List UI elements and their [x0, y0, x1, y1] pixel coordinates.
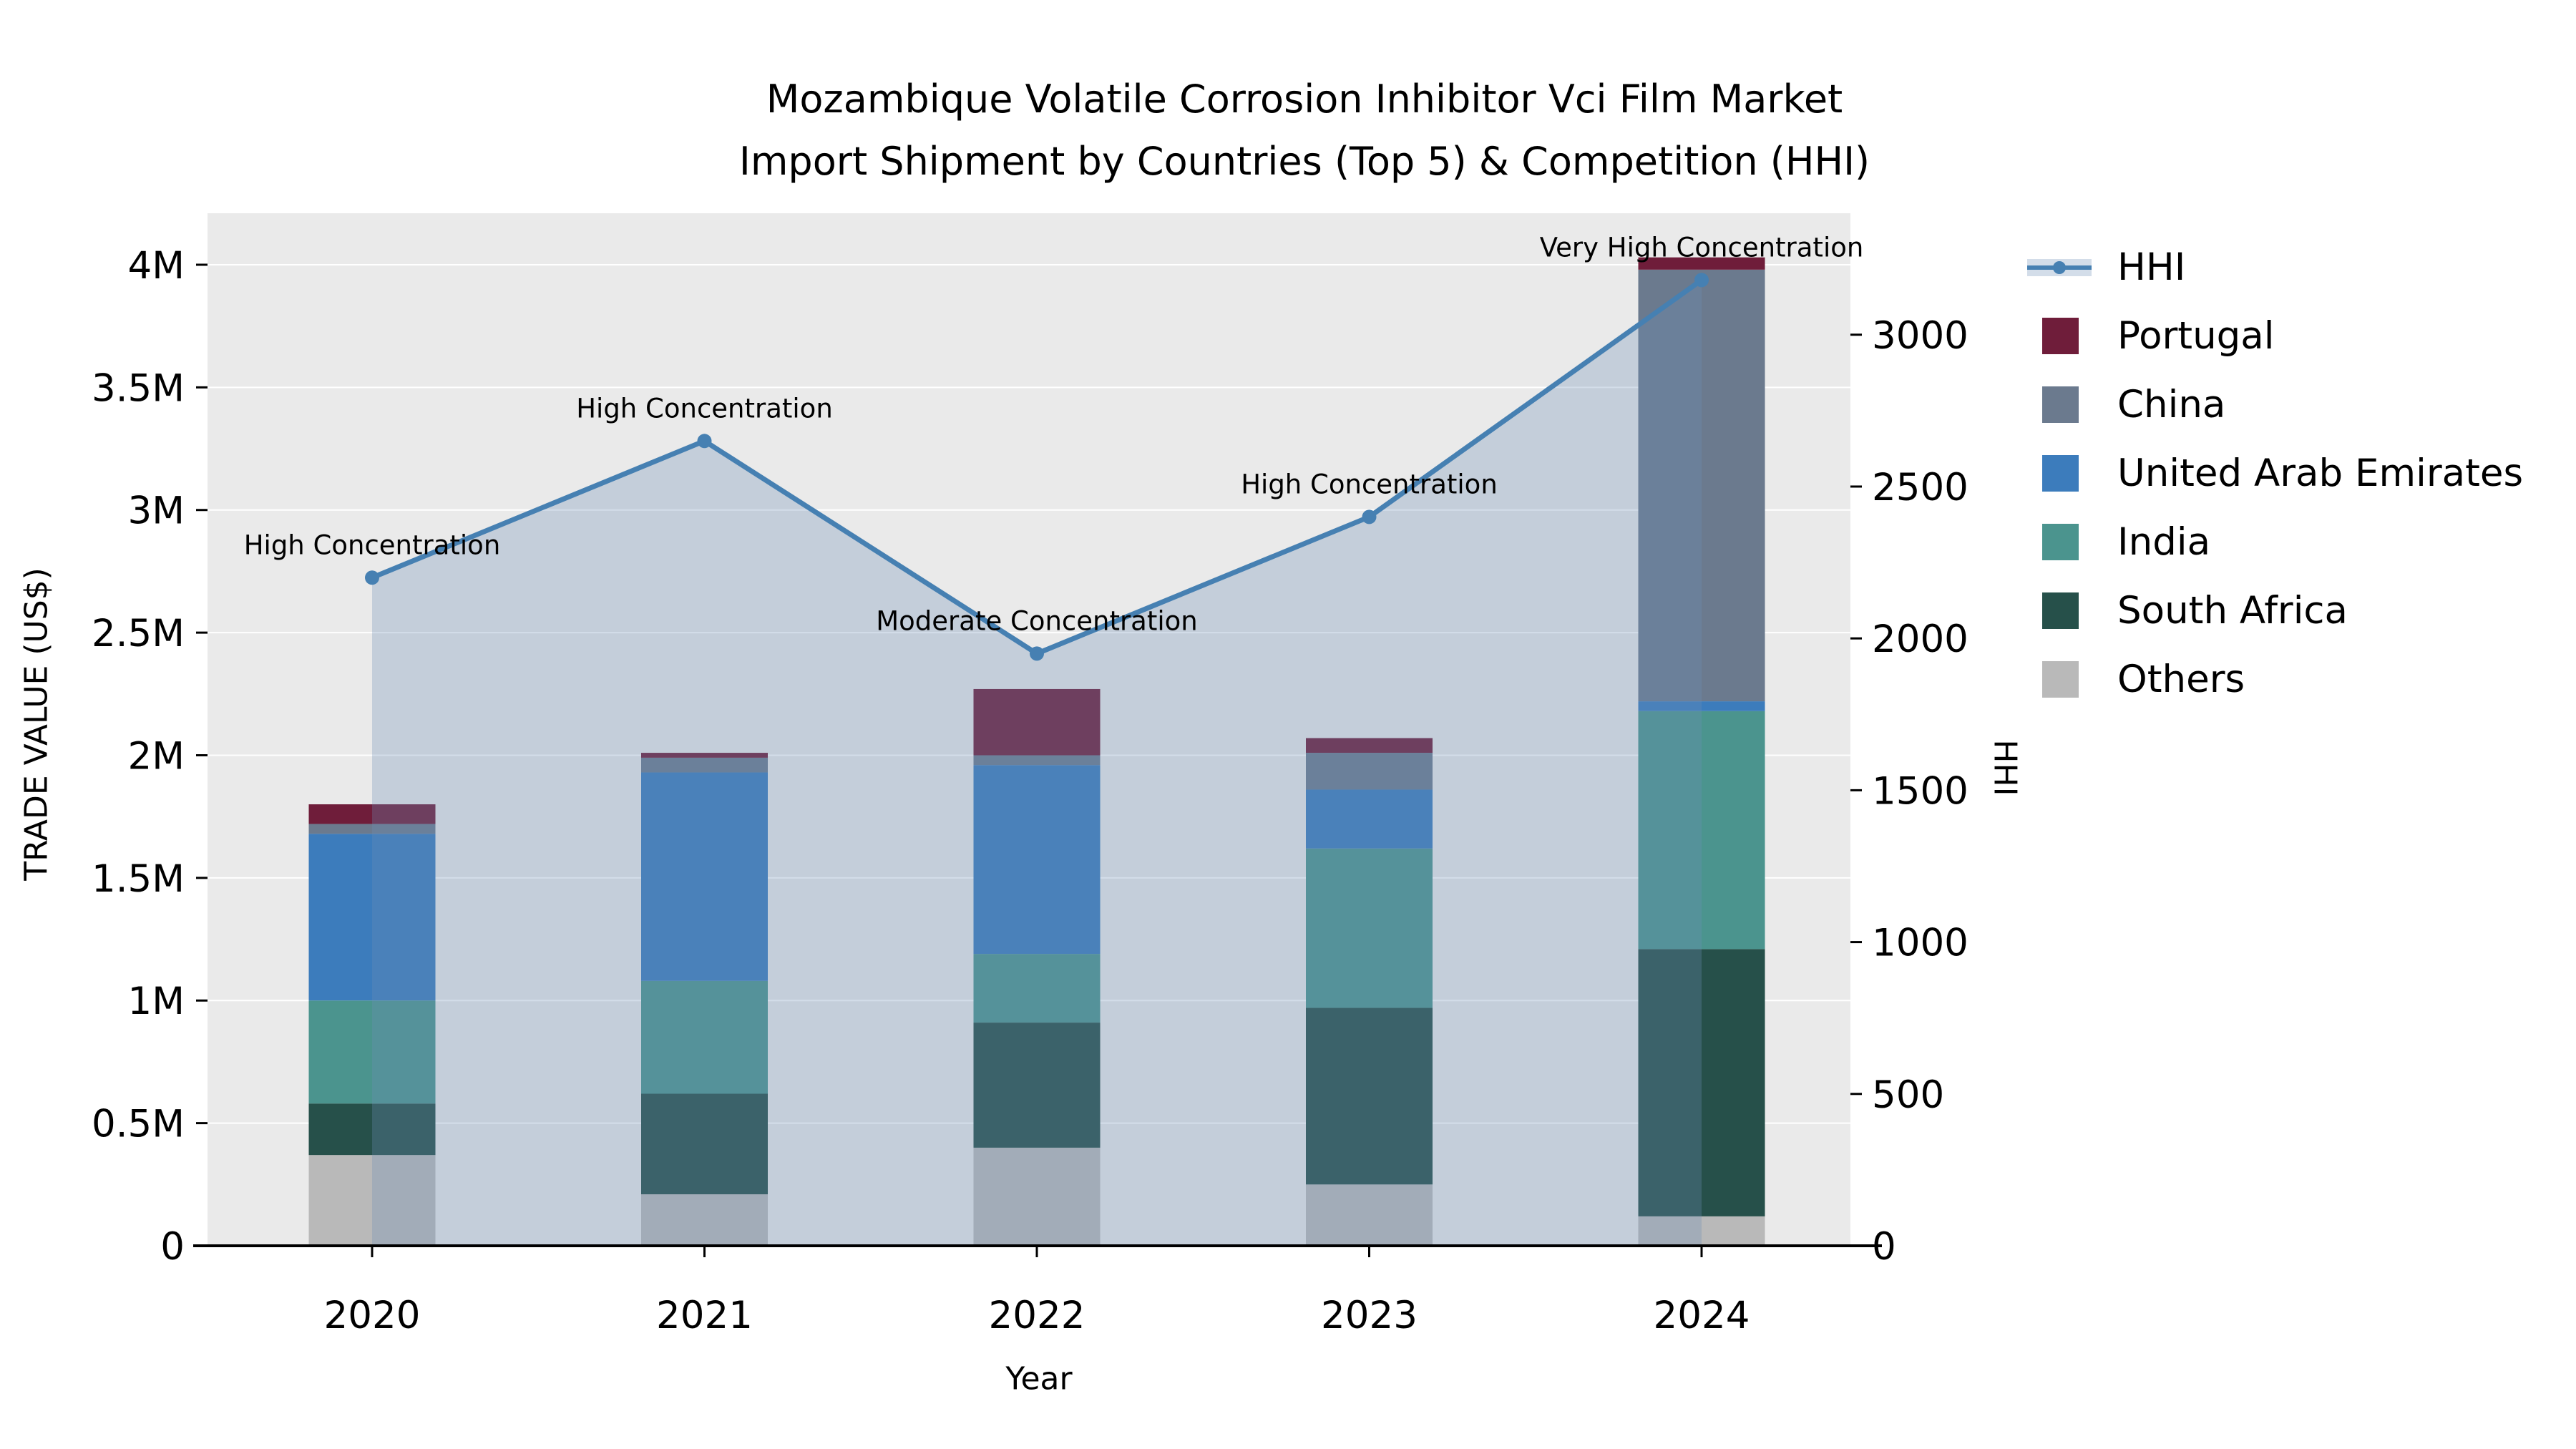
- hhi-marker-2022: [1030, 646, 1044, 661]
- x-tick-label-2023: 2023: [1321, 1294, 1418, 1337]
- bar-segment-china-2021: [641, 757, 768, 773]
- bar-segment-others-2020: [308, 1155, 436, 1246]
- x-tick-label-2021: 2021: [656, 1294, 753, 1337]
- bar-segment-united-arab-emirates-2024: [1638, 701, 1765, 711]
- bar-segment-south-africa-2023: [1306, 1008, 1433, 1185]
- y-left-tick-label: 1M: [128, 980, 185, 1023]
- color-swatch-portugal: [2042, 317, 2079, 354]
- bar-segment-south-africa-2020: [308, 1103, 436, 1156]
- bar-segment-china-2020: [308, 824, 436, 834]
- hhi-marker-2023: [1362, 509, 1377, 525]
- legend-item-portugal: Portugal: [2027, 301, 2523, 370]
- x-tick-label-2020: 2020: [324, 1294, 421, 1337]
- chart-title: Mozambique Volatile Corrosion Inhibitor …: [208, 68, 2401, 193]
- y-right-tick-label: 0: [1872, 1225, 1896, 1269]
- legend-item-india: India: [2027, 507, 2523, 576]
- bar-segment-china-2024: [1638, 269, 1765, 702]
- hhi-marker-2021: [697, 434, 712, 449]
- legend-label: Others: [2117, 657, 2245, 701]
- legend-label: HHI: [2117, 245, 2186, 289]
- bar-segment-others-2021: [641, 1194, 768, 1246]
- bar-segment-china-2022: [973, 755, 1101, 766]
- bar-segment-portugal-2020: [308, 804, 436, 824]
- y-right-tick-label: 2000: [1872, 618, 1968, 661]
- y-right-tick-label: 3000: [1872, 314, 1968, 358]
- y-right-tick-label: 1500: [1872, 769, 1968, 813]
- legend-item-south-africa: South Africa: [2027, 576, 2523, 645]
- legend: HHI Portugal China United Arab Emirates Indi…: [2027, 233, 2523, 713]
- legend-swatch-icon: [2027, 523, 2092, 560]
- bar-segment-south-africa-2024: [1638, 949, 1765, 1216]
- color-swatch-united-arab-emirates: [2042, 454, 2079, 492]
- bar-segment-india-2021: [641, 980, 768, 1094]
- legend-label: Portugal: [2117, 313, 2275, 358]
- bar-segment-portugal-2023: [1306, 738, 1433, 753]
- legend-swatch-icon: [2027, 386, 2092, 423]
- bar-segment-south-africa-2022: [973, 1023, 1101, 1148]
- y-left-tick-label: 4M: [128, 244, 185, 288]
- x-tick-label-2024: 2024: [1654, 1294, 1750, 1337]
- legend-swatch-icon: [2027, 317, 2092, 354]
- bar-segment-india-2022: [973, 954, 1101, 1023]
- legend-swatch-icon: [2027, 592, 2092, 629]
- hhi-marker-2020: [365, 570, 379, 585]
- y-axis-right-label: HHI: [1986, 739, 2024, 796]
- bar-segment-united-arab-emirates-2022: [973, 765, 1101, 955]
- bar-segment-india-2023: [1306, 848, 1433, 1008]
- y-left-tick-label: 3M: [128, 489, 185, 533]
- bar-segment-others-2023: [1306, 1184, 1433, 1246]
- hhi-annotation-2022: Moderate Concentration: [876, 605, 1197, 636]
- legend-label: South Africa: [2117, 588, 2348, 633]
- legend-item-china: China: [2027, 370, 2523, 439]
- hhi-marker-2024: [1694, 273, 1709, 288]
- y-left-tick-label: 3.5M: [92, 366, 185, 410]
- bar-segment-united-arab-emirates-2021: [641, 772, 768, 981]
- hhi-annotation-2023: High Concentration: [1241, 469, 1498, 499]
- y-left-tick-label: 2.5M: [92, 612, 185, 655]
- bar-segment-china-2023: [1306, 753, 1433, 790]
- hhi-annotation-2024: Very High Concentration: [1540, 232, 1864, 263]
- y-right-tick-label: 2500: [1872, 466, 1968, 509]
- bar-segment-others-2024: [1638, 1216, 1765, 1246]
- y-left-tick-label: 1.5M: [92, 857, 185, 901]
- color-swatch-china: [2042, 386, 2079, 423]
- y-right-tick-label: 500: [1872, 1073, 1944, 1117]
- bar-segment-south-africa-2021: [641, 1093, 768, 1195]
- chart-title-line1: Mozambique Volatile Corrosion Inhibitor …: [766, 77, 1843, 122]
- bar-segment-portugal-2021: [641, 753, 768, 758]
- x-axis-label: Year: [1005, 1360, 1073, 1397]
- hhi-line-icon: [2027, 249, 2092, 286]
- legend-swatch-icon: [2027, 660, 2092, 698]
- hhi-annotation-2021: High Concentration: [576, 393, 833, 424]
- x-tick-label-2022: 2022: [989, 1294, 1085, 1337]
- bar-segment-india-2020: [308, 1000, 436, 1104]
- bar-segment-portugal-2022: [973, 688, 1101, 756]
- legend-item-united-arab-emirates: United Arab Emirates: [2027, 439, 2523, 507]
- color-swatch-india: [2042, 523, 2079, 560]
- hhi-annotation-2020: High Concentration: [244, 530, 501, 560]
- legend-label: India: [2117, 519, 2211, 564]
- bar-segment-portugal-2024: [1638, 257, 1765, 270]
- y-left-tick-label: 0.5M: [92, 1103, 185, 1146]
- color-swatch-south-africa: [2042, 592, 2079, 629]
- color-swatch-others: [2042, 660, 2079, 698]
- bar-segment-others-2022: [973, 1147, 1101, 1246]
- y-axis-left-label: TRADE VALUE (US$): [18, 567, 55, 881]
- bar-segment-united-arab-emirates-2020: [308, 834, 436, 1001]
- y-left-tick-label: 2M: [128, 734, 185, 778]
- chart-title-line2: Import Shipment by Countries (Top 5) & C…: [738, 139, 1870, 185]
- y-left-tick-label: 0: [160, 1225, 185, 1269]
- legend-item-hhi: HHI: [2027, 233, 2523, 301]
- legend-swatch-icon: [2027, 454, 2092, 492]
- bar-segment-united-arab-emirates-2023: [1306, 789, 1433, 849]
- y-right-tick-label: 1000: [1872, 922, 1968, 965]
- legend-label: China: [2117, 382, 2226, 426]
- legend-label: United Arab Emirates: [2117, 451, 2524, 495]
- legend-item-others: Others: [2027, 645, 2523, 713]
- bar-segment-india-2024: [1638, 711, 1765, 950]
